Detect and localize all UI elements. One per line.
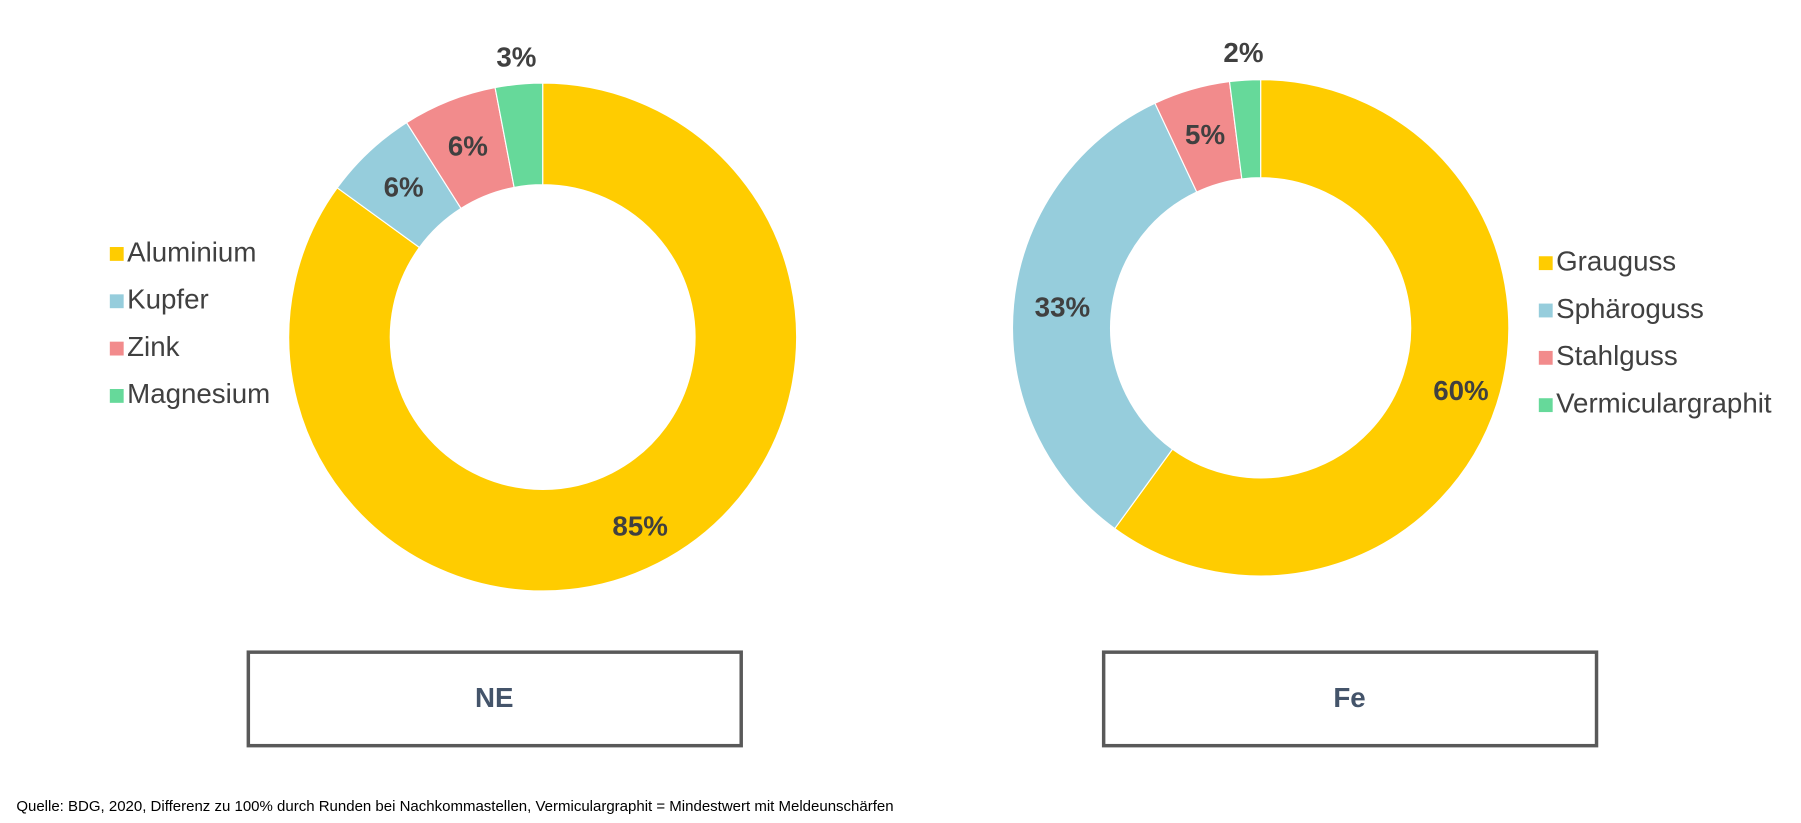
legend-label: Stahlguss	[1556, 340, 1678, 371]
legend-label: Grauguss	[1556, 245, 1676, 276]
donut-slice	[288, 82, 798, 592]
legend-swatch	[1538, 256, 1553, 271]
donut-slice	[1228, 79, 1262, 180]
legend-swatch	[109, 294, 124, 309]
data-label: 85%	[612, 511, 667, 542]
donut-slice	[1113, 79, 1510, 577]
data-label: 6%	[384, 171, 424, 202]
data-label: 2%	[1223, 37, 1263, 68]
data-label: 6%	[448, 130, 488, 161]
title-box	[246, 650, 743, 748]
donut-slice	[494, 82, 544, 189]
legend-swatch	[1538, 303, 1553, 318]
chart-title: NE	[475, 682, 513, 713]
source-note: Quelle: BDG, 2020, Differenz zu 100% dur…	[16, 798, 893, 815]
legend-label: Aluminium	[127, 236, 256, 267]
data-label: 33%	[1035, 291, 1090, 322]
data-label: 5%	[1185, 119, 1225, 150]
legend-swatch	[109, 247, 124, 261]
legend-label: Vermiculargraphit	[1556, 387, 1772, 418]
legend-label: Zink	[127, 331, 179, 362]
donut-slice	[1011, 102, 1198, 530]
legend-swatch	[109, 388, 124, 403]
legend-label: Kupfer	[127, 284, 209, 315]
data-label: 60%	[1433, 375, 1488, 406]
data-label: 3%	[496, 41, 536, 72]
title-box	[1101, 650, 1599, 748]
legend-swatch	[1538, 398, 1553, 413]
legend-swatch	[109, 341, 124, 356]
legend-label: Sphäroguss	[1556, 293, 1704, 324]
legend-swatch	[1538, 350, 1553, 365]
legend-label: Magnesium	[127, 378, 270, 409]
chart-title: Fe	[1333, 682, 1365, 713]
